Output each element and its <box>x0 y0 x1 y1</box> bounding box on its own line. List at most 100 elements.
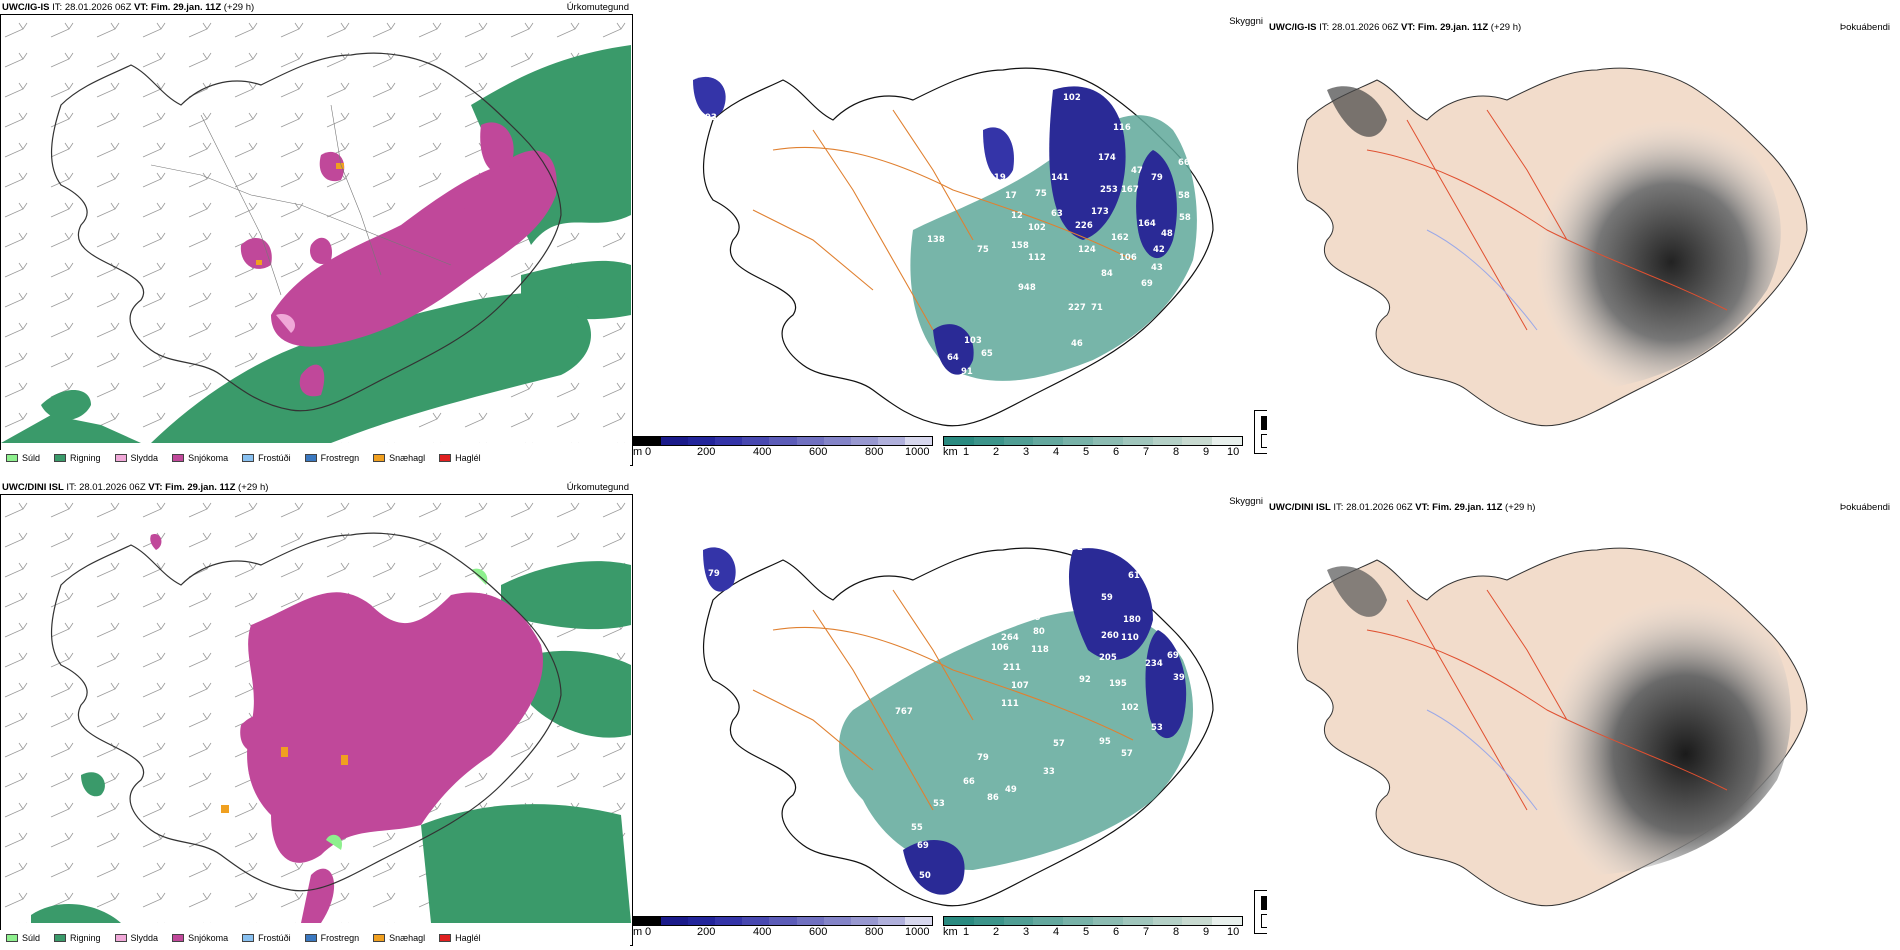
ceiling-label: 53 <box>933 799 945 809</box>
panel-header: UWC/DINI ISL IT: 28.01.2026 06Z VT: Fim.… <box>1269 502 1536 513</box>
ceiling-label: 86 <box>987 793 999 803</box>
ceiling-unit: m <box>633 926 643 938</box>
ceiling-label: 66 <box>1178 158 1190 168</box>
visibility-map-top: 102 116 68 93 174 66 89 47 219 141 79 75… <box>693 67 1214 427</box>
ceiling-label: 58 <box>1178 191 1190 201</box>
ceiling-label: 141 <box>1051 173 1069 183</box>
visibility-unit: km <box>943 446 958 458</box>
ceiling-label: 84 <box>1101 269 1113 279</box>
visibility-colorbar-strip <box>943 916 1243 926</box>
ceiling-label: 63 <box>1051 209 1063 219</box>
legend-item: 60 <box>1261 432 1267 450</box>
ceiling-labels: 102 116 68 93 174 66 89 47 219 141 79 75… <box>705 81 1191 399</box>
panel-fog-index-top: UWC/IG-IS IT: 28.01.2026 06Z VT: Fim. 29… <box>1267 0 1900 470</box>
ceiling-label: 88 <box>955 613 967 623</box>
panel-header: UWC/DINI ISL IT: 28.01.2026 06Z VT: Fim.… <box>2 482 269 493</box>
ceiling-label: 227 <box>1068 303 1086 313</box>
visibility-tick: 6 <box>1113 926 1120 938</box>
visibility-tick: 5 <box>1083 926 1090 938</box>
ceiling-label: 129 <box>1015 561 1033 571</box>
visibility-tick: 5 <box>1083 446 1090 458</box>
precip-map-top <box>1 15 631 443</box>
ceiling-label: 226 <box>1075 221 1093 231</box>
ceiling-label: 69 <box>917 841 929 851</box>
legend-item: Frostregn <box>304 933 359 943</box>
ceiling-label: 52 <box>1193 603 1205 613</box>
ceiling-label: 102 <box>1121 703 1139 713</box>
ceiling-label: 71 <box>1091 303 1103 313</box>
ceiling-label: 116 <box>1113 123 1131 133</box>
visibility-tick: 1 <box>963 926 970 938</box>
ceiling-label: 260 <box>1101 631 1119 641</box>
ceiling-label: 33 <box>1043 767 1055 777</box>
ceiling-label: 47 <box>1193 643 1205 653</box>
legend-item: Súld <box>6 933 40 943</box>
ceiling-label: 106 <box>991 643 1009 653</box>
ceiling-label: 89 <box>951 153 963 163</box>
visibility-tick: 8 <box>1173 446 1180 458</box>
visibility-tick: 10 <box>1227 926 1240 938</box>
ceiling-label: 167 <box>1121 185 1139 195</box>
ceiling-tick: 0 <box>645 926 652 938</box>
ceiling-label: 46 <box>1071 339 1083 349</box>
legend-item: 0 <box>1261 894 1267 912</box>
ceiling-label: 147 <box>983 613 1001 623</box>
ceiling-label: 48 <box>1161 229 1173 239</box>
visibility-tick: 3 <box>1023 446 1030 458</box>
legend-item: Súld <box>6 453 40 463</box>
panel-visibility-bottom: Skyggni 72 61 78 129 79 59 93 18 52 56 9… <box>633 480 1267 950</box>
visibility-colorbar: km 1 2 3 4 5 6 7 8 9 10 <box>943 916 1243 942</box>
ceiling-label: 56 <box>1191 623 1203 633</box>
ceiling-tick: 600 <box>809 926 828 938</box>
ceiling-label: 767 <box>895 707 913 717</box>
ceiling-label: 124 <box>1078 245 1096 255</box>
visibility-tick: 9 <box>1203 926 1210 938</box>
ceiling-label: 107 <box>1011 681 1029 691</box>
ceiling-label: 211 <box>1003 663 1021 673</box>
ceiling-label: 948 <box>1018 283 1036 293</box>
ceiling-labels: 72 61 78 129 79 59 93 18 52 56 99 47 88 … <box>708 543 1205 881</box>
visibility-tick: 9 <box>1203 446 1210 458</box>
fog-legend-box: 0 60 <box>1254 890 1267 934</box>
visibility-colorbar: km 1 2 3 4 5 6 7 8 9 10 <box>943 436 1243 462</box>
parameter-title: Þokuábendi <box>1839 502 1890 513</box>
ceiling-label: 91 <box>961 367 973 377</box>
ceiling-label: 68 <box>725 81 737 91</box>
legend-item: Haglél <box>439 453 481 463</box>
panel-header: UWC/IG-IS IT: 28.01.2026 06Z VT: Fim. 29… <box>1269 22 1522 33</box>
ceiling-label: 234 <box>1145 659 1163 669</box>
ceiling-label: 264 <box>1001 633 1019 643</box>
ceiling-label: 79 <box>1151 173 1163 183</box>
ceiling-tick: 200 <box>697 446 716 458</box>
fog-map-bottom <box>1297 547 1808 907</box>
ceiling-tick: 1000 <box>905 926 930 938</box>
ceiling-colorbar-strip <box>633 436 933 446</box>
visibility-unit: km <box>943 926 958 938</box>
ceiling-tick: 0 <box>645 446 652 458</box>
panel-visibility-top: Skyggni 102 116 68 93 174 66 89 47 219 1… <box>633 0 1267 470</box>
ceiling-label: 195 <box>1109 679 1127 689</box>
ceiling-label: 57 <box>1053 739 1065 749</box>
ceiling-label: 102 <box>1063 93 1081 103</box>
visibility-tick: 8 <box>1173 926 1180 938</box>
ceiling-tick: 200 <box>697 926 716 938</box>
ceiling-label: 102 <box>1028 223 1046 233</box>
ceiling-label: 59 <box>1101 593 1113 603</box>
visibility-tick: 2 <box>993 926 1000 938</box>
ceiling-label: 103 <box>1009 613 1027 623</box>
legend-item: Frostúði <box>242 933 291 943</box>
legend-item: Snjókoma <box>172 933 228 943</box>
legend-item: Slydda <box>114 933 158 943</box>
ceiling-label: 64 <box>947 353 959 363</box>
ceiling-label: 66 <box>963 777 975 787</box>
ceiling-label: 180 <box>1123 615 1141 625</box>
ceiling-label: 158 <box>1011 241 1029 251</box>
visibility-colorbar-strip <box>943 436 1243 446</box>
ceiling-label: 47 <box>1131 166 1143 176</box>
ceiling-tick: 1000 <box>905 446 930 458</box>
ceiling-tick: 400 <box>753 926 772 938</box>
ceiling-label: 79 <box>977 753 989 763</box>
ceiling-label: 219 <box>988 173 1006 183</box>
ceiling-label: 138 <box>927 235 945 245</box>
ceiling-label: 42 <box>1153 245 1165 255</box>
